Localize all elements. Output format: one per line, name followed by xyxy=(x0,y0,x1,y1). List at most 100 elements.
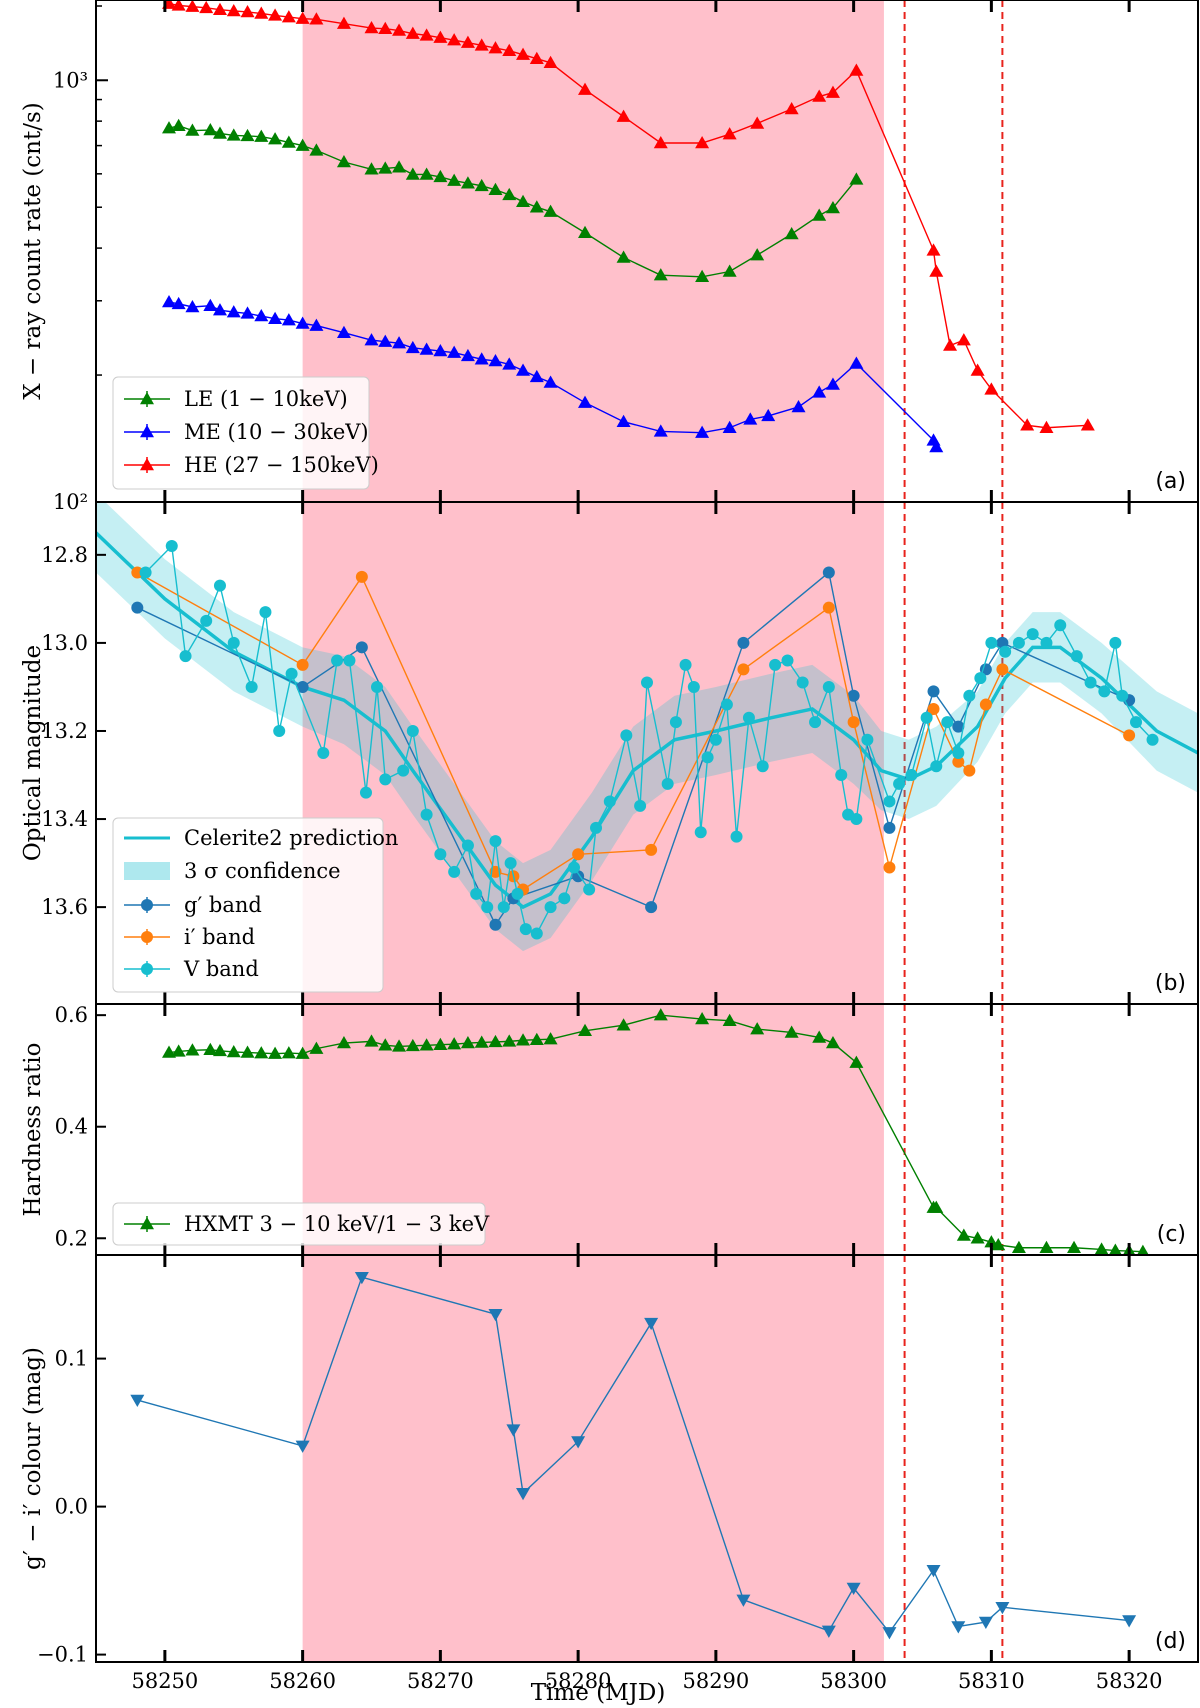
series-i-band-point xyxy=(952,755,965,768)
series-hxmt-3-10-kev-1-3-kev-point xyxy=(825,1036,840,1049)
series-i-band-point xyxy=(927,702,940,715)
series-he-27-150kev--point xyxy=(474,38,489,51)
series-v-band-point xyxy=(448,865,461,878)
legend-marker xyxy=(141,931,153,943)
series-le-1-10kev--point xyxy=(529,200,544,213)
series-v-band-point xyxy=(603,795,616,808)
series-v-band-point xyxy=(893,777,906,790)
series-i-band-point xyxy=(963,764,976,777)
series-he-27-150kev--point xyxy=(722,127,737,140)
series-hxmt-3-10-kev-1-3-kev-point xyxy=(516,1033,531,1046)
series-v-band-point xyxy=(1054,619,1067,632)
series-me-10-30kev--point xyxy=(240,306,255,319)
series-le-1-10kev--point xyxy=(254,129,269,142)
series-v-band-point xyxy=(883,795,896,808)
x-axis-title: Time (MJD) xyxy=(531,1680,666,1706)
series-hxmt-3-10-kev-1-3-kev-point xyxy=(392,1039,407,1052)
series-v-band-point xyxy=(1130,716,1143,729)
series-le-1-10kev--point xyxy=(722,264,737,277)
panel-1-plot xyxy=(96,502,1198,1004)
panel-tag: (a) xyxy=(1155,469,1186,494)
series-he-27-150kev--point xyxy=(578,82,593,95)
y-tick-label: 10³ xyxy=(53,68,88,92)
series-hxmt-3-10-kev-1-3-kev-point xyxy=(364,1034,379,1047)
series-i-band-line xyxy=(136,571,1130,891)
series-v-band-point xyxy=(709,733,722,746)
series-v-band-point xyxy=(634,799,647,812)
x-tick-label: 58310 xyxy=(958,1669,1025,1693)
series-le-1-10kev--point xyxy=(185,123,200,136)
series-v-band-point xyxy=(273,724,286,737)
series-g-i--point xyxy=(295,1440,310,1453)
series-g-band-point xyxy=(927,685,940,698)
y-tick-label: 0.1 xyxy=(55,1347,88,1371)
series-v-band-point xyxy=(999,645,1012,658)
series-v-band-point xyxy=(669,716,682,729)
series-v-band-point xyxy=(245,680,258,693)
series-he-27-150kev--point xyxy=(281,10,296,23)
series-he-27-150kev--point xyxy=(268,8,283,21)
series-v-band-point xyxy=(343,654,356,667)
series-v-band-point xyxy=(567,861,580,874)
legend-label: i′ band xyxy=(184,925,255,949)
series-g-i--point xyxy=(571,1436,586,1449)
series-v-band-point xyxy=(530,927,543,940)
series-hxmt-3-10-kev-1-3-kev-point xyxy=(991,1237,1006,1251)
series-me-10-30kev--point xyxy=(578,395,593,408)
series-me-10-30kev--point xyxy=(849,356,864,369)
y-tick-label: 0.2 xyxy=(55,1226,88,1250)
series-hxmt-3-10-kev-1-3-kev-point xyxy=(433,1037,448,1050)
series-me-10-30kev--point xyxy=(474,352,489,365)
series-v-band-point xyxy=(1109,636,1122,649)
series-v-band-point xyxy=(165,540,178,553)
series-he-27-150kev--point xyxy=(433,30,448,43)
series-v-band-point xyxy=(985,636,998,649)
series-hxmt-3-10-kev-1-3-kev-point xyxy=(750,1022,765,1035)
legend-label: Celerite2 prediction xyxy=(184,826,398,850)
series-le-1-10kev--point xyxy=(171,118,186,132)
series-le-1-10kev--point xyxy=(309,143,324,156)
series-le-1-10kev--point xyxy=(392,160,407,173)
series-hxmt-3-10-kev-1-3-kev-point xyxy=(203,1042,218,1055)
y-tick-label: 0.6 xyxy=(55,1003,88,1027)
series-he-27-150kev--point xyxy=(336,16,351,29)
series-hxmt-3-10-kev-1-3-kev-point xyxy=(240,1045,255,1058)
series-v-band-point xyxy=(1040,636,1053,649)
series-v-band-point xyxy=(461,839,474,852)
series-hxmt-3-10-kev-1-3-kev-point xyxy=(970,1231,985,1244)
series-le-1-10kev--point xyxy=(212,126,227,139)
series-he-27-150kev--point xyxy=(926,243,941,256)
series-me-10-30kev--point xyxy=(433,344,448,357)
legend-marker xyxy=(140,425,154,438)
series-me-10-30kev--point xyxy=(616,414,631,427)
series-hxmt-3-10-kev-1-3-kev-point xyxy=(722,1013,737,1026)
x-tick-label: 58270 xyxy=(407,1669,474,1693)
series-g-i--point xyxy=(882,1627,897,1640)
series-he-27-150kev--point xyxy=(460,35,475,48)
series-le-1-10kev--point xyxy=(474,178,489,192)
series-hxmt-3-10-kev-1-3-kev-point xyxy=(1094,1242,1109,1255)
series-he-27-150kev--point xyxy=(309,12,324,25)
series-v-band-point xyxy=(379,773,392,786)
series-me-10-30kev--point xyxy=(516,363,531,376)
series-i-band-point xyxy=(996,663,1009,676)
series-le-1-10kev--point xyxy=(203,123,218,136)
series-v-band-point xyxy=(397,764,410,777)
series-le-1-10kev--point xyxy=(419,167,434,180)
series-hxmt-3-10-kev-1-3-kev-point xyxy=(488,1034,503,1048)
series-hxmt-3-10-kev-1-3-kev-point xyxy=(171,1044,186,1057)
y-axis-title: Hardness ratio xyxy=(20,1043,46,1217)
series-hxmt-3-10-kev-1-3-kev-point xyxy=(268,1046,283,1059)
series-v-band-point xyxy=(558,892,571,905)
series-v-band-point xyxy=(941,716,954,729)
series-i-band-point xyxy=(822,601,835,614)
series-v-band-point xyxy=(200,614,213,627)
series-me-10-30kev--point xyxy=(171,296,186,310)
x-tick-label: 58300 xyxy=(820,1669,887,1693)
series-hxmt-3-10-kev-1-3-kev-point xyxy=(929,1200,944,1213)
series-me-10-30kev--point xyxy=(336,325,351,338)
panel-0-plot xyxy=(162,0,1095,502)
series-v-band-point xyxy=(359,786,372,799)
series-v-band-point xyxy=(850,813,863,826)
y-tick-label: 10² xyxy=(53,490,88,514)
